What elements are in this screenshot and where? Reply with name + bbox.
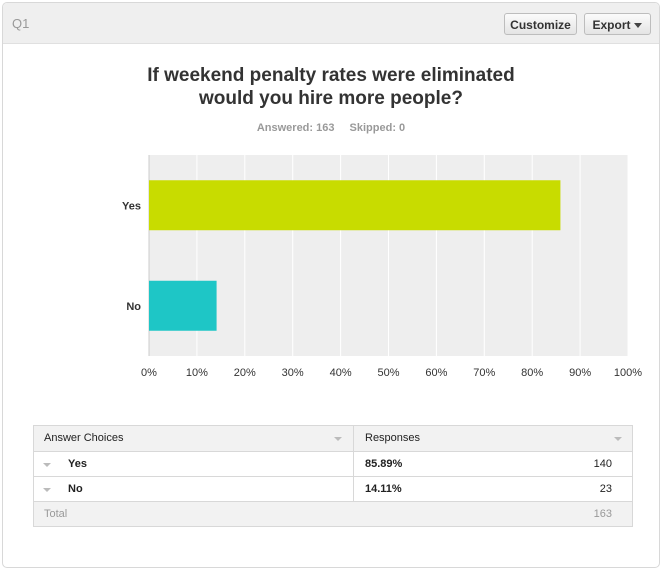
- export-button[interactable]: Export: [584, 13, 651, 35]
- bar-yes: [149, 180, 561, 231]
- responses-header[interactable]: Responses: [354, 426, 632, 451]
- table-row: No 14.11% 23: [34, 476, 632, 501]
- x-tick-label: 60%: [425, 367, 447, 379]
- choice-label: No: [68, 483, 83, 495]
- question-title: If weekend penalty rates were eliminated…: [3, 64, 659, 110]
- sort-icon: [334, 437, 342, 441]
- responses-table: Answer Choices Responses Yes 85.89% 140 …: [33, 425, 633, 527]
- x-tick-label: 30%: [282, 367, 304, 379]
- customize-button[interactable]: Customize: [504, 13, 577, 35]
- table-row: Yes 85.89% 140: [34, 451, 632, 476]
- x-tick-label: 40%: [330, 367, 352, 379]
- table-header-row: Answer Choices Responses: [34, 426, 632, 451]
- x-tick-label: 50%: [377, 367, 399, 379]
- response-count: 140: [593, 458, 612, 470]
- category-label: No: [126, 301, 141, 313]
- question-number: Q1: [12, 16, 30, 31]
- answered-count: Answered: 163: [256, 122, 335, 134]
- response-stats: Answered: 163 Skipped: 0: [3, 122, 659, 134]
- responses-header-label: Responses: [365, 432, 421, 444]
- bar-chart: 0% 10% 20% 30% 40% 50% 60% 70% 80% 90% 100% Yes No: [122, 155, 642, 379]
- question-title-line-2: would you hire more people?: [199, 88, 463, 109]
- x-tick-label: 100%: [614, 367, 642, 379]
- export-label: Export: [592, 18, 631, 32]
- response-percent: 85.89%: [365, 458, 403, 470]
- question-header: Q1 Customize Export: [3, 3, 659, 44]
- x-tick-label: 90%: [569, 367, 591, 379]
- x-tick-label: 10%: [186, 367, 208, 379]
- choice-label: Yes: [68, 458, 87, 470]
- x-tick-label: 20%: [234, 367, 256, 379]
- x-tick-label: 80%: [521, 367, 543, 379]
- x-tick-label: 70%: [473, 367, 495, 379]
- response-percent: 14.11%: [365, 483, 402, 495]
- total-label: Total: [44, 508, 68, 520]
- answer-choices-header[interactable]: Answer Choices: [34, 426, 354, 451]
- question-title-line-1: If weekend penalty rates were eliminated: [147, 65, 515, 86]
- caret-down-icon: [634, 23, 642, 28]
- question-card: Q1 Customize Export If weekend penalty r…: [2, 2, 660, 568]
- x-tick-label: 0%: [141, 367, 157, 379]
- response-count: 23: [599, 483, 612, 495]
- total-count: 163: [593, 508, 612, 520]
- chevron-down-icon[interactable]: [43, 463, 51, 467]
- chevron-down-icon[interactable]: [43, 488, 51, 492]
- skipped-count: Skipped: 0: [349, 122, 406, 134]
- answer-choices-header-label: Answer Choices: [44, 432, 124, 444]
- table-total-row: Total 163: [34, 501, 632, 526]
- sort-icon: [614, 437, 622, 441]
- bar-no: [149, 280, 217, 331]
- category-label: Yes: [122, 200, 141, 212]
